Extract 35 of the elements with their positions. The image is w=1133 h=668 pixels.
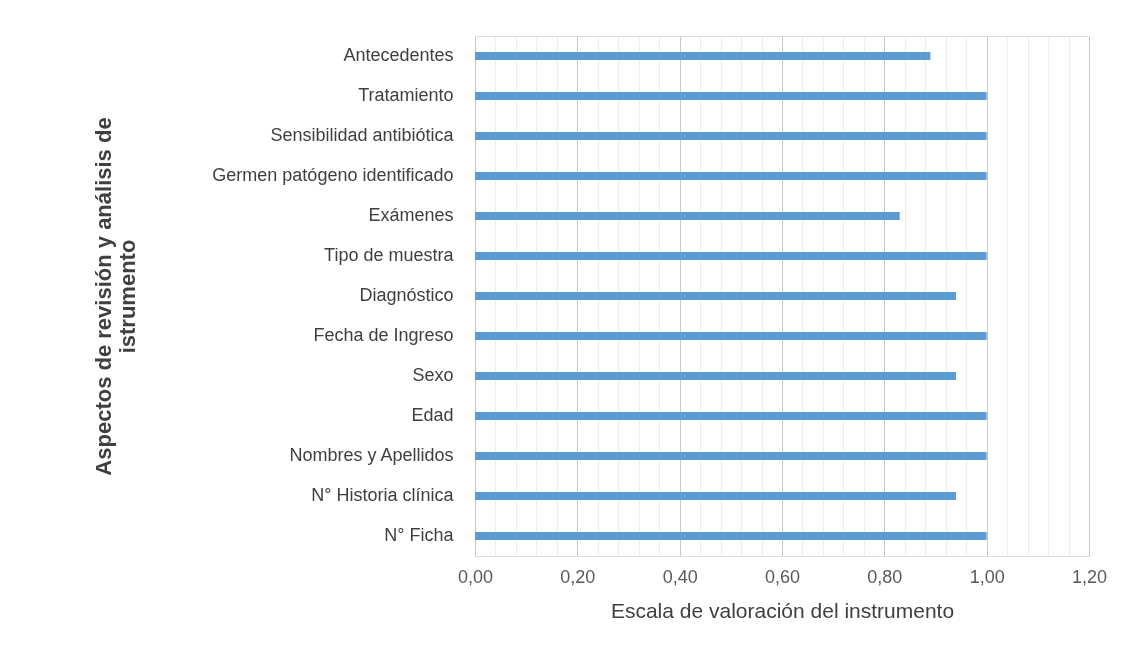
- y-tick-label: Sexo: [412, 365, 454, 385]
- y-tick-label: Nombres y Apellidos: [289, 445, 454, 465]
- y-tick-label: Antecedentes: [343, 45, 454, 65]
- y-tick-label: Germen patógeno identificado: [212, 165, 454, 185]
- y-tick-label: Fecha de Ingreso: [313, 325, 454, 345]
- bar: [475, 92, 987, 100]
- x-tick-label: 0,40: [662, 566, 698, 587]
- y-tick-label: Tratamiento: [358, 85, 454, 105]
- x-tick-label: 0,20: [560, 566, 596, 587]
- x-tick-label: 1,20: [1071, 566, 1108, 587]
- bar: [475, 252, 987, 260]
- bar: [475, 132, 987, 140]
- x-axis-title: Escala de valoración del instrumento: [610, 598, 955, 622]
- y-tick-label: Sensibilidad antibiótica: [270, 125, 455, 145]
- bar: [475, 492, 956, 500]
- bar: [475, 212, 900, 220]
- bar: [475, 452, 987, 460]
- x-tick-label: 0,80: [867, 566, 903, 587]
- y-axis-title: Aspectos de revisión y análisis de istrumento: [90, 117, 140, 476]
- y-tick-label: N° Ficha: [384, 525, 455, 545]
- bar: [475, 332, 987, 340]
- x-tick-label: 0,00: [457, 566, 494, 587]
- y-tick-label: Exámenes: [368, 205, 454, 225]
- bar: [475, 372, 956, 380]
- y-tick-label: Edad: [411, 405, 454, 425]
- bar: [475, 172, 987, 180]
- bar: [475, 292, 956, 300]
- bar: [475, 412, 987, 420]
- bar: [475, 52, 931, 60]
- y-tick-label: Diagnóstico: [359, 285, 454, 305]
- y-tick-label: Tipo de muestra: [324, 245, 455, 265]
- bar: [475, 532, 987, 540]
- x-tick-label: 0,60: [764, 566, 801, 587]
- x-tick-label: 1,00: [969, 566, 1005, 587]
- y-tick-label: N° Historia clínica: [311, 485, 455, 505]
